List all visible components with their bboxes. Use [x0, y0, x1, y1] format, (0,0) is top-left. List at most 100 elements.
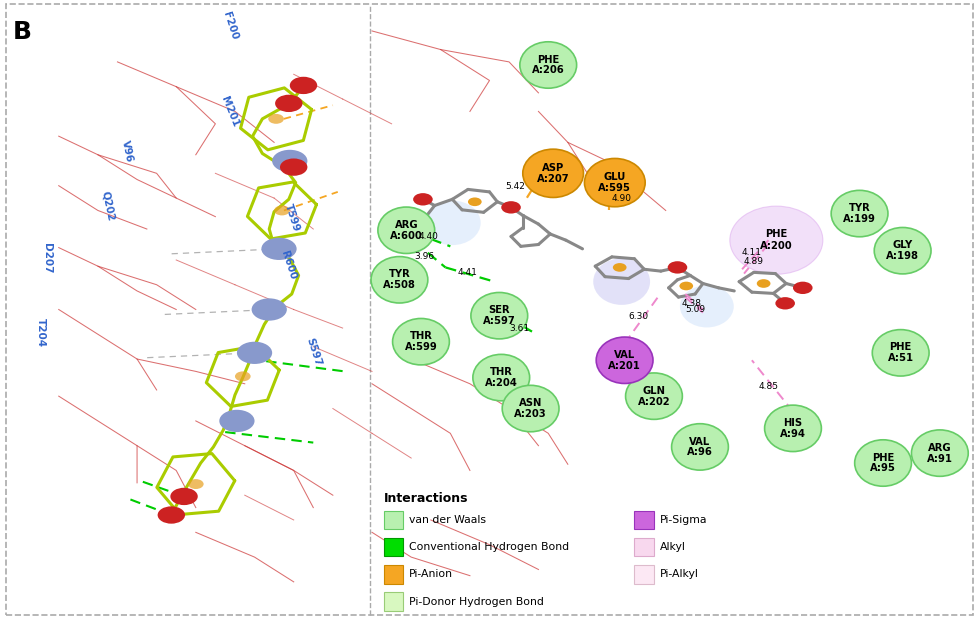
Text: van der Waals: van der Waals	[409, 515, 486, 525]
Text: M201: M201	[219, 95, 241, 128]
FancyBboxPatch shape	[383, 592, 403, 611]
Text: ARG
A:91: ARG A:91	[926, 443, 952, 464]
Circle shape	[188, 479, 203, 489]
Text: Pi-Sigma: Pi-Sigma	[659, 515, 707, 525]
Ellipse shape	[392, 318, 449, 365]
FancyBboxPatch shape	[383, 565, 403, 584]
Circle shape	[289, 77, 317, 94]
Text: HIS
A:94: HIS A:94	[779, 418, 805, 439]
Circle shape	[274, 206, 289, 215]
Circle shape	[775, 297, 794, 310]
FancyBboxPatch shape	[6, 4, 972, 615]
Text: R600: R600	[279, 249, 298, 280]
Ellipse shape	[584, 158, 645, 207]
FancyBboxPatch shape	[634, 511, 653, 529]
FancyBboxPatch shape	[634, 565, 653, 584]
Text: Q202: Q202	[100, 189, 115, 222]
Text: 5.09: 5.09	[685, 305, 704, 314]
Circle shape	[679, 282, 692, 290]
Ellipse shape	[378, 207, 434, 253]
Ellipse shape	[679, 285, 733, 327]
Text: T599: T599	[283, 202, 300, 233]
Text: VAL
A:96: VAL A:96	[687, 436, 712, 457]
Ellipse shape	[593, 259, 649, 305]
Text: THR
A:599: THR A:599	[404, 331, 437, 352]
Circle shape	[157, 506, 185, 524]
Text: S597: S597	[304, 336, 322, 367]
Text: PHE
A:206: PHE A:206	[531, 54, 564, 76]
Circle shape	[219, 410, 254, 432]
Text: D207: D207	[42, 243, 52, 274]
Text: 4.89: 4.89	[743, 257, 763, 266]
Ellipse shape	[470, 293, 527, 339]
Ellipse shape	[873, 227, 930, 274]
FancyBboxPatch shape	[383, 511, 403, 529]
Text: 4.38: 4.38	[681, 299, 700, 308]
Ellipse shape	[596, 337, 652, 384]
Text: 4.40: 4.40	[419, 232, 438, 241]
Text: 5.42: 5.42	[505, 183, 524, 191]
Circle shape	[413, 193, 432, 206]
Text: 4.11: 4.11	[741, 248, 761, 257]
Circle shape	[170, 488, 198, 505]
Circle shape	[612, 263, 626, 272]
Circle shape	[792, 282, 812, 294]
Text: ASP
A:207: ASP A:207	[536, 163, 569, 184]
Text: Alkyl: Alkyl	[659, 542, 685, 552]
Ellipse shape	[519, 42, 576, 88]
Text: THR
A:204: THR A:204	[484, 367, 517, 388]
Text: 6.30: 6.30	[628, 313, 647, 321]
Circle shape	[268, 114, 284, 124]
Ellipse shape	[593, 259, 649, 305]
Circle shape	[272, 150, 307, 172]
Circle shape	[275, 95, 302, 112]
FancyBboxPatch shape	[634, 538, 653, 556]
Ellipse shape	[830, 191, 887, 236]
Text: Pi-Alkyl: Pi-Alkyl	[659, 569, 698, 579]
Ellipse shape	[625, 373, 682, 420]
Ellipse shape	[729, 206, 822, 274]
Text: ARG
A:600: ARG A:600	[389, 220, 422, 241]
Circle shape	[251, 298, 287, 321]
Text: TYR
A:199: TYR A:199	[842, 203, 875, 224]
Circle shape	[235, 371, 250, 381]
Ellipse shape	[854, 439, 911, 487]
Text: SER
A:597: SER A:597	[482, 305, 515, 326]
Text: Pi-Donor Hydrogen Bond: Pi-Donor Hydrogen Bond	[409, 597, 544, 607]
Text: PHE
A:200: PHE A:200	[759, 230, 792, 251]
Ellipse shape	[522, 149, 583, 197]
Text: 4.90: 4.90	[611, 194, 631, 202]
Circle shape	[756, 279, 770, 288]
Ellipse shape	[371, 256, 427, 303]
Text: GLY
A:198: GLY A:198	[885, 240, 918, 261]
FancyBboxPatch shape	[383, 538, 403, 556]
Ellipse shape	[423, 201, 480, 245]
Circle shape	[501, 201, 520, 214]
Text: TYR
A:508: TYR A:508	[382, 269, 416, 290]
Text: GLN
A:202: GLN A:202	[637, 386, 670, 407]
Ellipse shape	[911, 430, 967, 477]
Text: 4.41: 4.41	[458, 268, 477, 277]
Text: ASN
A:203: ASN A:203	[513, 398, 547, 419]
Circle shape	[237, 342, 272, 364]
Circle shape	[667, 261, 687, 274]
Text: Interactions: Interactions	[383, 492, 467, 505]
Text: VAL
A:201: VAL A:201	[607, 350, 641, 371]
Circle shape	[467, 197, 481, 206]
Text: 4.85: 4.85	[758, 383, 778, 391]
Text: GLU
A:595: GLU A:595	[598, 172, 631, 193]
Text: V96: V96	[120, 140, 134, 163]
Text: F200: F200	[221, 11, 239, 41]
Ellipse shape	[764, 405, 821, 452]
Ellipse shape	[502, 385, 558, 432]
Text: PHE
A:95: PHE A:95	[869, 452, 895, 474]
Ellipse shape	[472, 354, 529, 401]
Text: Conventional Hydrogen Bond: Conventional Hydrogen Bond	[409, 542, 569, 552]
Text: 3.96: 3.96	[414, 252, 433, 261]
Text: T204: T204	[36, 318, 46, 348]
Ellipse shape	[871, 329, 928, 376]
Ellipse shape	[671, 423, 728, 470]
Circle shape	[280, 158, 307, 176]
Text: B: B	[13, 20, 31, 44]
Text: 3.61: 3.61	[509, 324, 528, 332]
